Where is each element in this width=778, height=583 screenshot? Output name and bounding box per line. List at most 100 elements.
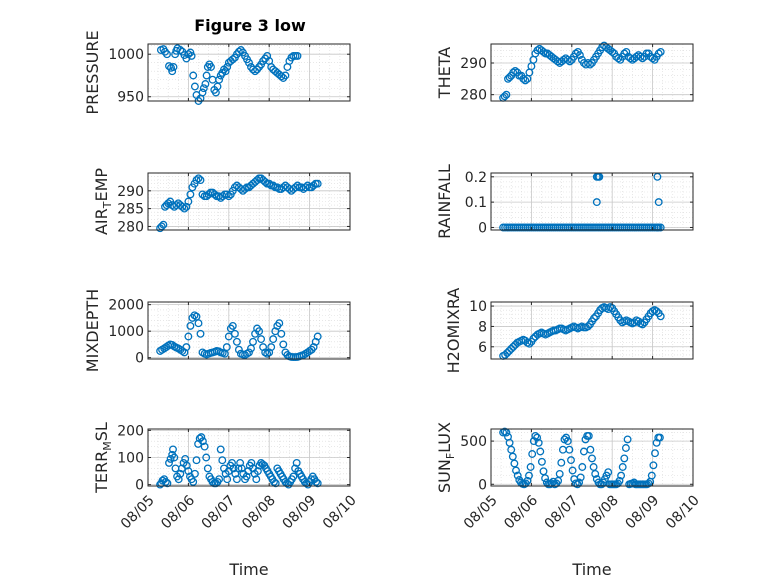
- data-point: [192, 176, 201, 185]
- data-point: [567, 456, 575, 465]
- data-point: [539, 47, 548, 56]
- data-point: [656, 47, 665, 56]
- data-point: [277, 329, 286, 338]
- figure-title: Figure 3 low: [194, 16, 306, 35]
- data-point: [511, 66, 520, 75]
- data-point: [525, 339, 534, 348]
- data-point: [568, 466, 577, 475]
- subplot-h2omixra: 6 8 10 H2OMIXRA: [444, 288, 694, 374]
- data-point: [505, 346, 514, 355]
- data-point: [620, 454, 629, 463]
- data-point: [198, 88, 207, 97]
- data-point: [501, 350, 510, 359]
- data-point: [232, 475, 241, 484]
- data-point: [563, 437, 572, 446]
- data-point: [192, 456, 201, 465]
- data-point: [509, 68, 518, 77]
- data-point: [178, 202, 187, 211]
- y-axis-label-main: H2OMIXRA: [444, 288, 463, 374]
- data-point: [565, 445, 574, 454]
- data-point: [292, 458, 301, 467]
- y-tick-label: 10: [469, 299, 487, 315]
- data-point: [200, 442, 209, 451]
- data-point: [584, 322, 592, 331]
- data-point: [571, 49, 580, 58]
- y-axis-label-subscript: F: [444, 453, 457, 459]
- data-point: [184, 197, 193, 206]
- data-point: [614, 54, 623, 63]
- data-point: [198, 437, 207, 446]
- data-point: [523, 476, 532, 485]
- axes-box: [490, 172, 694, 231]
- data-point: [222, 190, 231, 199]
- data-point: [521, 76, 530, 85]
- data-point: [604, 468, 613, 477]
- data-point: [180, 204, 189, 213]
- data-point: [252, 475, 261, 484]
- subplot-theta: 280 290 THETA: [435, 41, 694, 104]
- data-point: [186, 190, 195, 199]
- data-point: [224, 192, 233, 201]
- data-point: [656, 312, 665, 321]
- data-point: [187, 51, 196, 60]
- y-tick-label: 6: [478, 340, 487, 356]
- y-axis-label: PRESSURE: [83, 30, 102, 114]
- x-axis-label: Time: [228, 560, 268, 579]
- data-point: [536, 447, 545, 456]
- data-point: [182, 461, 191, 470]
- data-point: [222, 343, 231, 352]
- data-point: [502, 90, 511, 99]
- data-point: [590, 314, 598, 323]
- data-point: [275, 319, 284, 328]
- data-point: [565, 57, 574, 66]
- data-point: [229, 464, 238, 473]
- data-point: [186, 48, 195, 57]
- data-point: [247, 458, 256, 467]
- data-point: [267, 343, 276, 352]
- axes-box: [147, 301, 351, 360]
- x-axis-label: Time: [571, 560, 611, 579]
- data-point: [529, 334, 538, 343]
- data-point: [293, 181, 302, 190]
- data-point: [592, 198, 601, 207]
- data-point: [228, 321, 237, 330]
- data-point: [218, 456, 227, 465]
- data-point: [270, 477, 278, 486]
- y-tick-label: 0: [478, 220, 487, 236]
- data-point: [232, 337, 241, 346]
- data-point: [653, 223, 662, 232]
- data-point: [654, 198, 663, 207]
- data-point: [161, 477, 170, 486]
- y-tick-label: 280: [460, 88, 487, 104]
- y-tick-label: 2000: [108, 298, 144, 314]
- data-point: [648, 54, 657, 63]
- data-point: [251, 67, 260, 76]
- data-point: [228, 55, 237, 64]
- data-point: [584, 59, 592, 67]
- data-point: [638, 54, 647, 63]
- data-point: [170, 453, 179, 462]
- data-point: [509, 342, 518, 351]
- data-point: [236, 458, 245, 467]
- data-point: [242, 472, 251, 481]
- data-point: [586, 60, 594, 69]
- data-point: [230, 329, 239, 338]
- y-axis-label-main: PRESSURE: [83, 30, 102, 114]
- subplot-mixdepth: 0 1000 2000 MIXDEPTH: [83, 289, 351, 372]
- data-point: [199, 84, 208, 93]
- data-point: [166, 454, 175, 463]
- data-point: [237, 464, 246, 473]
- y-tick-label: 950: [117, 90, 144, 106]
- data-point: [652, 307, 661, 316]
- data-point: [621, 444, 630, 452]
- data-point: [586, 445, 595, 454]
- data-point: [169, 63, 178, 71]
- data-point: [189, 71, 198, 80]
- y-axis-label-subscript: T: [101, 201, 114, 209]
- axes-box: [147, 43, 351, 102]
- data-point: [312, 477, 321, 486]
- y-axis-label-tail: EMP: [92, 168, 111, 202]
- data-point: [202, 453, 211, 462]
